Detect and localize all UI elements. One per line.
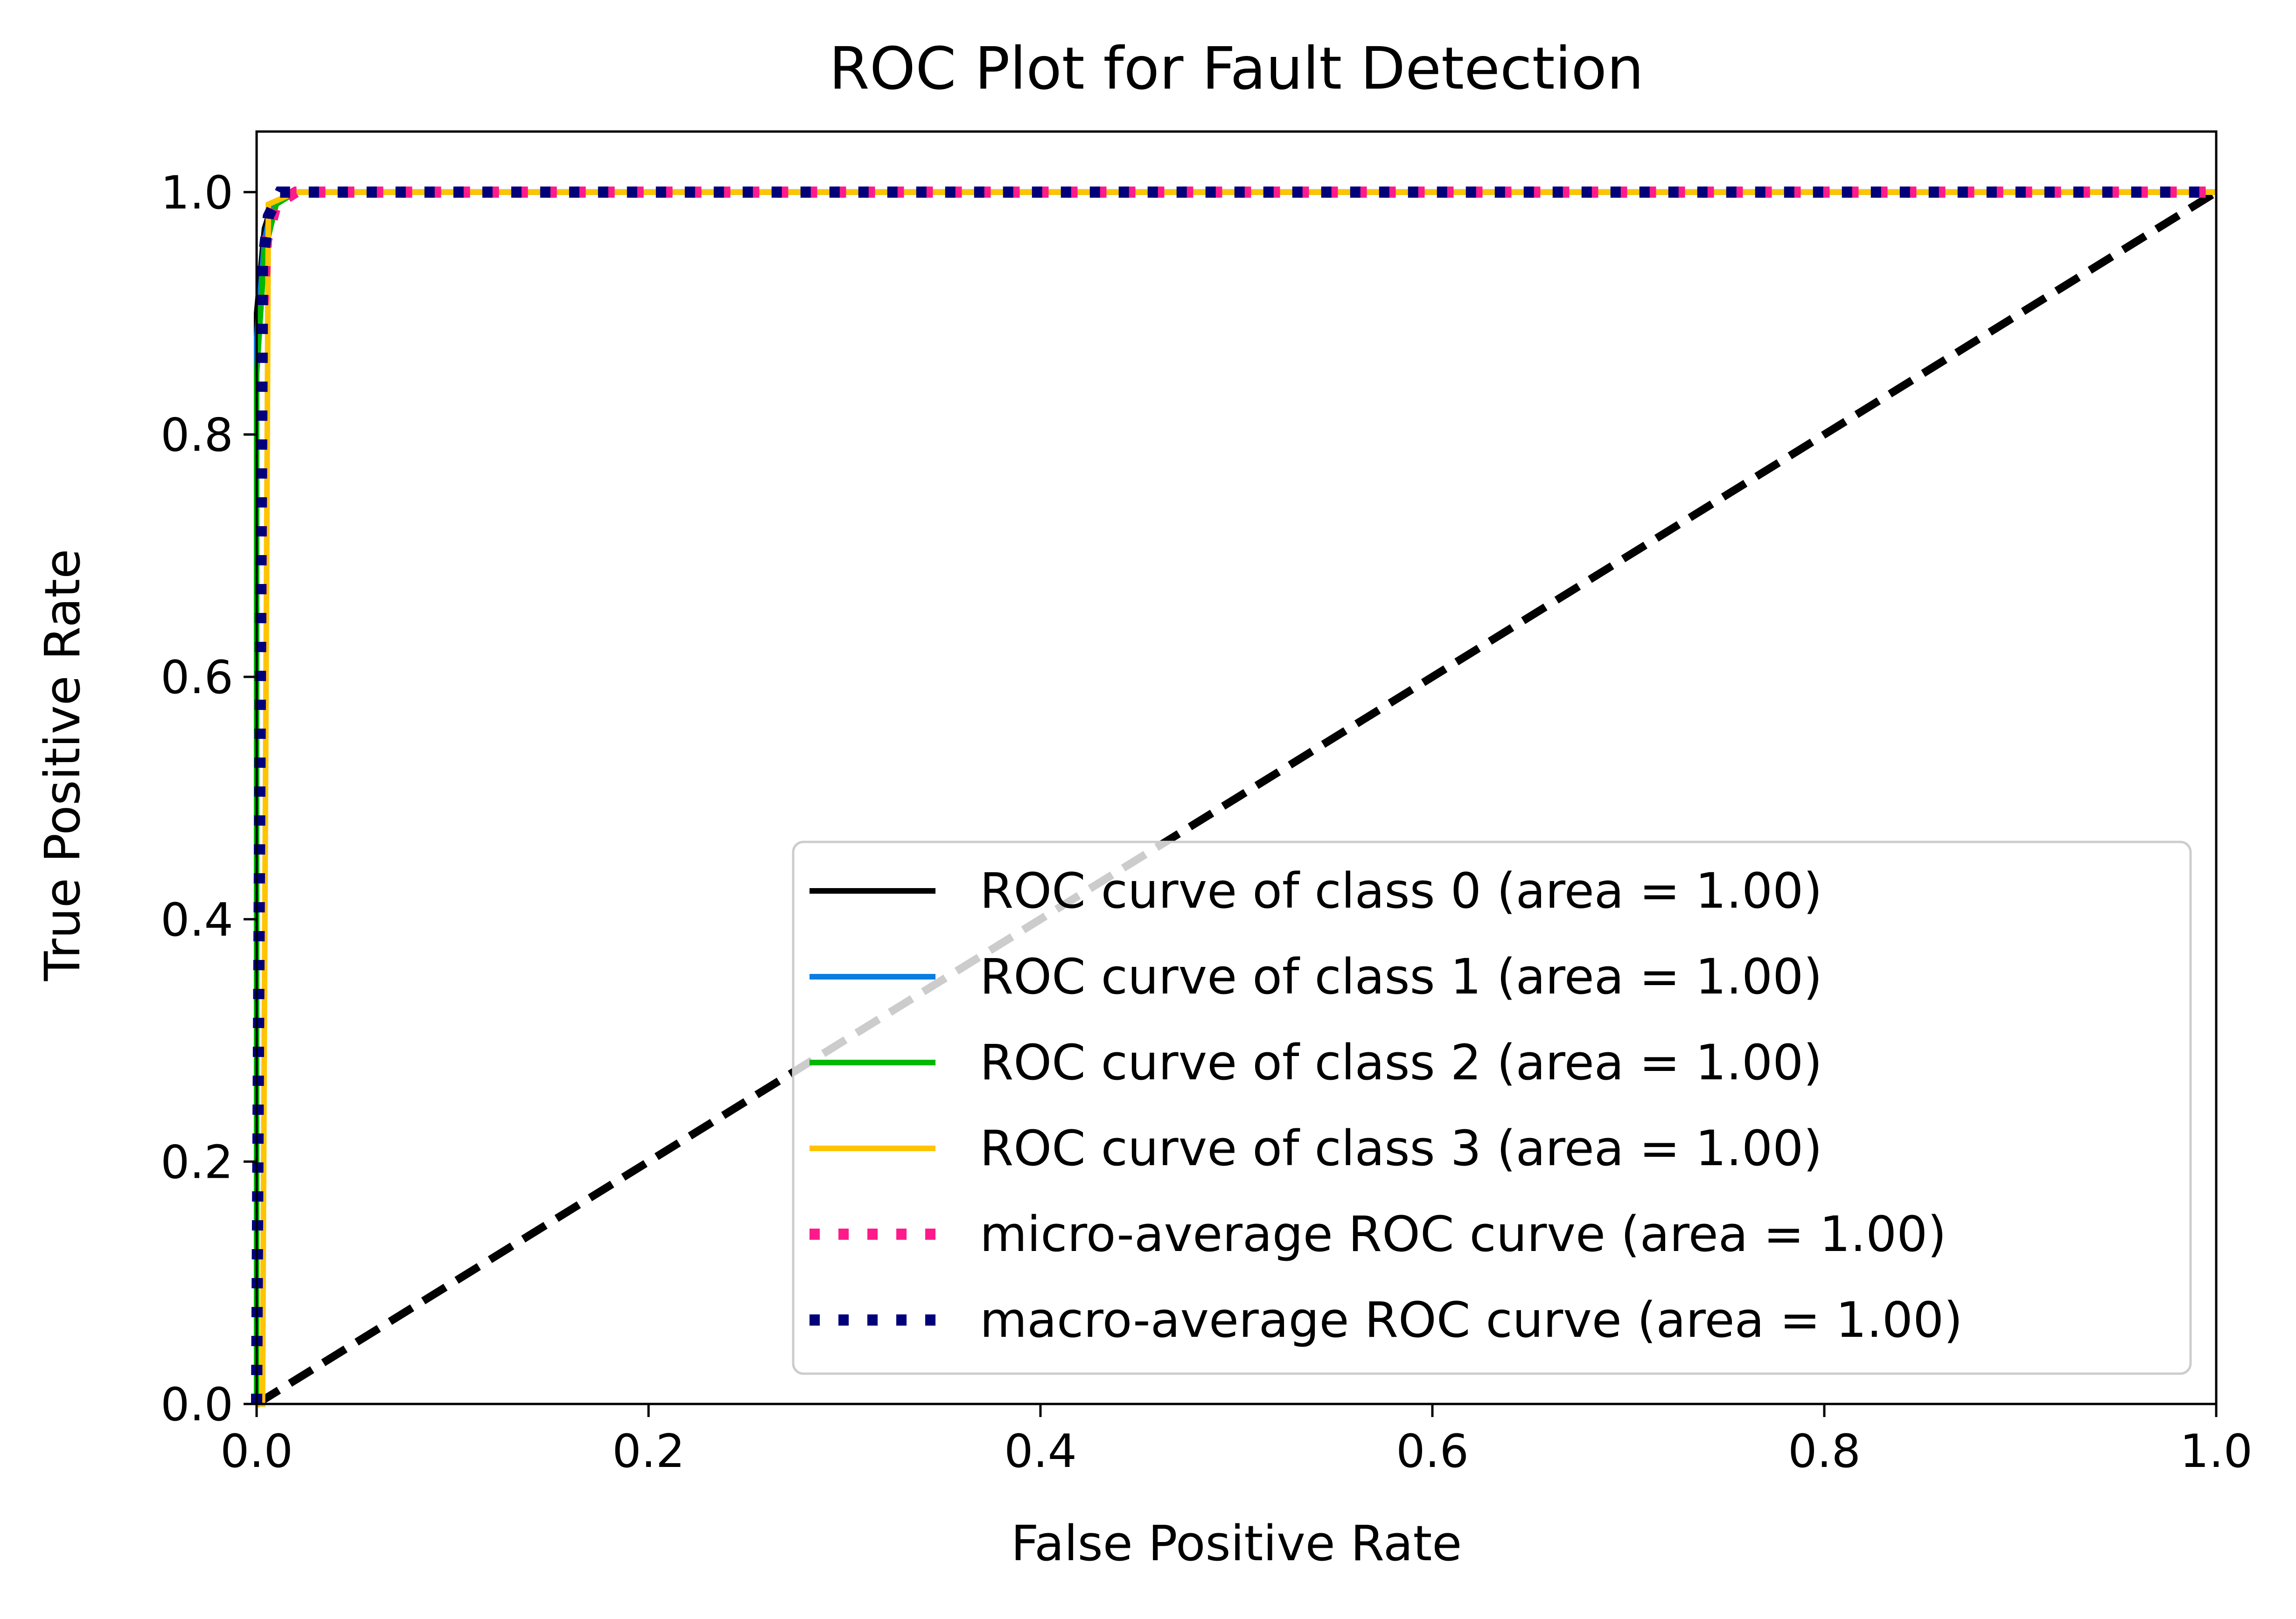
y-tick-label-1: 0.2 xyxy=(161,1136,233,1189)
legend-label-2: ROC curve of class 2 (area = 1.00) xyxy=(980,1034,1822,1091)
legend-box xyxy=(792,841,2192,1375)
x-tick-label-4: 0.8 xyxy=(1788,1425,1861,1478)
y-tick-label-5: 1.0 xyxy=(161,167,233,220)
legend-label-0: ROC curve of class 0 (area = 1.00) xyxy=(980,862,1822,919)
legend-label-3: ROC curve of class 3 (area = 1.00) xyxy=(980,1120,1822,1177)
x-tick-label-3: 0.6 xyxy=(1396,1425,1469,1478)
y-tick-label-0: 0.0 xyxy=(161,1378,233,1431)
legend-label-5: macro-average ROC curve (area = 1.00) xyxy=(980,1292,1963,1348)
legend-label-4: micro-average ROC curve (area = 1.00) xyxy=(980,1206,1947,1263)
series-line-5 xyxy=(251,186,2216,1404)
chance-diagonal-line xyxy=(254,188,2219,1408)
x-tick-label-1: 0.2 xyxy=(612,1425,685,1478)
plot-area: 0.0 0.2 0.4 0.6 0.8 1.0 0.0 0.2 0.4 0.6 0.8 1.0 xyxy=(161,130,2253,1478)
axes-frame xyxy=(255,130,2218,1405)
y-tick-label-3: 0.6 xyxy=(161,651,233,704)
x-tick-label-2: 0.4 xyxy=(1004,1425,1077,1478)
legend: ROC curve of class 0 (area = 1.00) ROC cu… xyxy=(792,841,2192,1375)
y-tick-label-2: 0.4 xyxy=(161,894,233,947)
legend-label-1: ROC curve of class 1 (area = 1.00) xyxy=(980,948,1822,1005)
y-axis-label: True Positive Rate xyxy=(34,549,91,981)
y-tick-label-4: 0.8 xyxy=(161,409,233,462)
x-axis-label: False Positive Rate xyxy=(1011,1515,1462,1572)
x-tick-label-0: 0.0 xyxy=(220,1425,293,1478)
x-tick-label-5: 1.0 xyxy=(2180,1425,2253,1478)
chart-title: ROC Plot for Fault Detection xyxy=(829,35,1644,103)
